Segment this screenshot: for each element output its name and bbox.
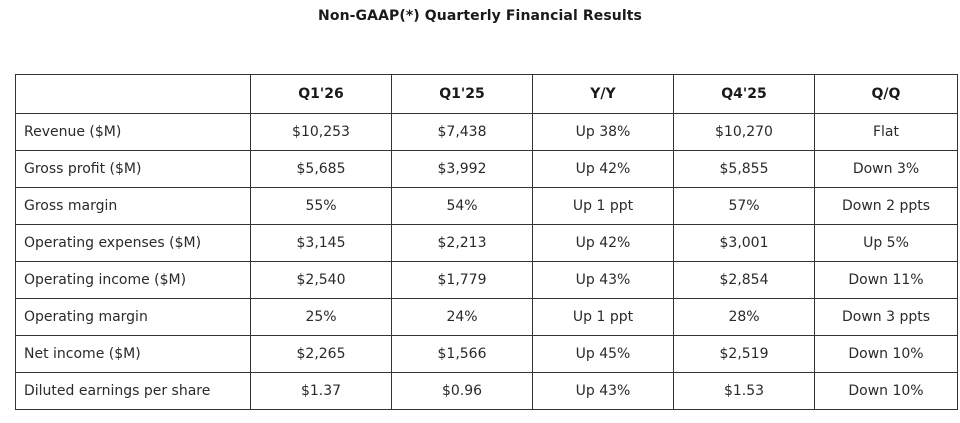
table-cell: $7,438 [391,113,533,151]
table-row: Gross margin 55% 54% Up 1 ppt 57% Down 2… [15,187,958,225]
table-header-row: Q1'26 Q1'25 Y/Y Q4'25 Q/Q [15,74,958,114]
table-cell: $3,145 [250,224,392,262]
table-cell: $3,001 [673,224,815,262]
table-cell: Up 43% [532,372,674,410]
row-label: Diluted earnings per share [15,372,251,410]
table-row: Operating expenses ($M) $3,145 $2,213 Up… [15,224,958,262]
table-cell: Down 2 ppts [814,187,958,225]
table-cell: $5,685 [250,150,392,188]
table-cell: Down 10% [814,335,958,373]
table-cell: $1.53 [673,372,815,410]
table-cell: Down 3% [814,150,958,188]
header-cell-yoy: Y/Y [532,74,674,114]
table-cell: 28% [673,298,815,336]
table-row: Operating margin 25% 24% Up 1 ppt 28% Do… [15,298,958,336]
table-cell: Up 42% [532,150,674,188]
header-cell-q1-25: Q1'25 [391,74,533,114]
table-cell: 54% [391,187,533,225]
row-label: Operating income ($M) [15,261,251,299]
header-cell-metric [15,74,251,114]
table-row: Net income ($M) $2,265 $1,566 Up 45% $2,… [15,335,958,373]
financial-results-table: Q1'26 Q1'25 Y/Y Q4'25 Q/Q Revenue ($M) $… [15,74,958,410]
table-cell: $2,540 [250,261,392,299]
table-cell: 24% [391,298,533,336]
row-label: Gross profit ($M) [15,150,251,188]
table-cell: $1.37 [250,372,392,410]
row-label: Operating margin [15,298,251,336]
row-label: Operating expenses ($M) [15,224,251,262]
table-cell: $2,213 [391,224,533,262]
table-cell: $2,265 [250,335,392,373]
table-cell: Up 5% [814,224,958,262]
table-cell: Down 11% [814,261,958,299]
table-row: Diluted earnings per share $1.37 $0.96 U… [15,372,958,410]
table-cell: Down 3 ppts [814,298,958,336]
table-cell: Up 1 ppt [532,187,674,225]
table-cell: $10,270 [673,113,815,151]
table-cell: $2,519 [673,335,815,373]
row-label: Revenue ($M) [15,113,251,151]
table-cell: Up 1 ppt [532,298,674,336]
header-cell-q4-25: Q4'25 [673,74,815,114]
table-row: Revenue ($M) $10,253 $7,438 Up 38% $10,2… [15,113,958,151]
table-cell: Up 42% [532,224,674,262]
table-cell: Up 38% [532,113,674,151]
table-cell: Down 10% [814,372,958,410]
table-cell: $10,253 [250,113,392,151]
table-cell: Flat [814,113,958,151]
row-label: Net income ($M) [15,335,251,373]
table-cell: 25% [250,298,392,336]
table-cell: $2,854 [673,261,815,299]
table-row: Operating income ($M) $2,540 $1,779 Up 4… [15,261,958,299]
table-row: Gross profit ($M) $5,685 $3,992 Up 42% $… [15,150,958,188]
table-cell: $1,779 [391,261,533,299]
table-cell: $1,566 [391,335,533,373]
header-cell-qoq: Q/Q [814,74,958,114]
header-cell-q1-26: Q1'26 [250,74,392,114]
table-cell: $3,992 [391,150,533,188]
table-cell: $5,855 [673,150,815,188]
table-cell: 57% [673,187,815,225]
row-label: Gross margin [15,187,251,225]
table-cell: $0.96 [391,372,533,410]
page-title: Non-GAAP(*) Quarterly Financial Results [318,8,642,24]
table-cell: 55% [250,187,392,225]
table-cell: Up 45% [532,335,674,373]
table-cell: Up 43% [532,261,674,299]
